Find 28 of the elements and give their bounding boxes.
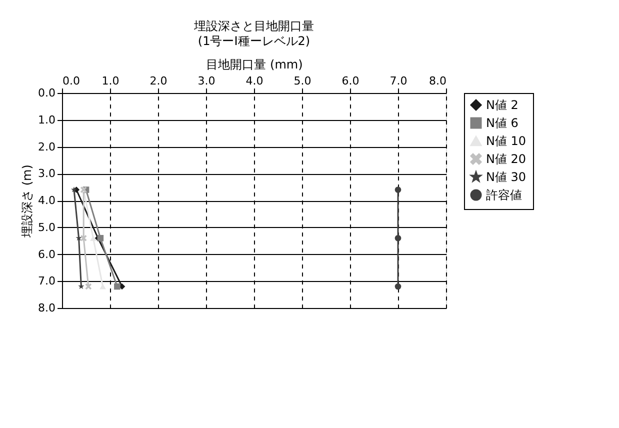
legend-label: 許容値 — [486, 188, 522, 202]
legend-label: N値 10 — [486, 134, 526, 148]
x-tick-label: 5.0 — [294, 74, 312, 88]
y-tick-label: 2.0 — [38, 140, 56, 154]
legend-label: N値 2 — [486, 98, 518, 112]
legend-label: N値 20 — [486, 152, 526, 166]
chart-title: 埋設深さと目地開口量 — [193, 19, 314, 33]
chart-subtitle: (1号ーⅠ種ーレベル2) — [198, 34, 310, 48]
y-tick-label: 8.0 — [38, 302, 56, 314]
x-tick-label: 6.0 — [342, 74, 360, 88]
x-tick-label: 1.0 — [102, 74, 120, 88]
x-tick-label: 2.0 — [150, 74, 168, 88]
x-axis-title: 目地開口量 (mm) — [206, 58, 303, 72]
y-tick-label: 1.0 — [38, 113, 56, 126]
y-tick-label: 0.0 — [38, 86, 56, 100]
x-tick-label: 7.0 — [390, 74, 408, 88]
legend-label: N値 30 — [486, 170, 526, 184]
legend-label: N値 6 — [486, 116, 518, 130]
x-tick-label: 8.0 — [429, 74, 446, 88]
x-tick-label: 4.0 — [246, 74, 264, 88]
x-tick-label: 0.0 — [62, 74, 80, 88]
y-axis-title: 埋設深さ (m) — [20, 164, 34, 238]
y-tick-label: 5.0 — [38, 220, 56, 234]
y-tick-label: 6.0 — [38, 248, 56, 261]
y-tick-label: 7.0 — [38, 274, 56, 288]
y-tick-label: 4.0 — [38, 194, 56, 207]
x-tick-label: 3.0 — [198, 74, 216, 88]
y-tick-label: 3.0 — [38, 167, 56, 180]
